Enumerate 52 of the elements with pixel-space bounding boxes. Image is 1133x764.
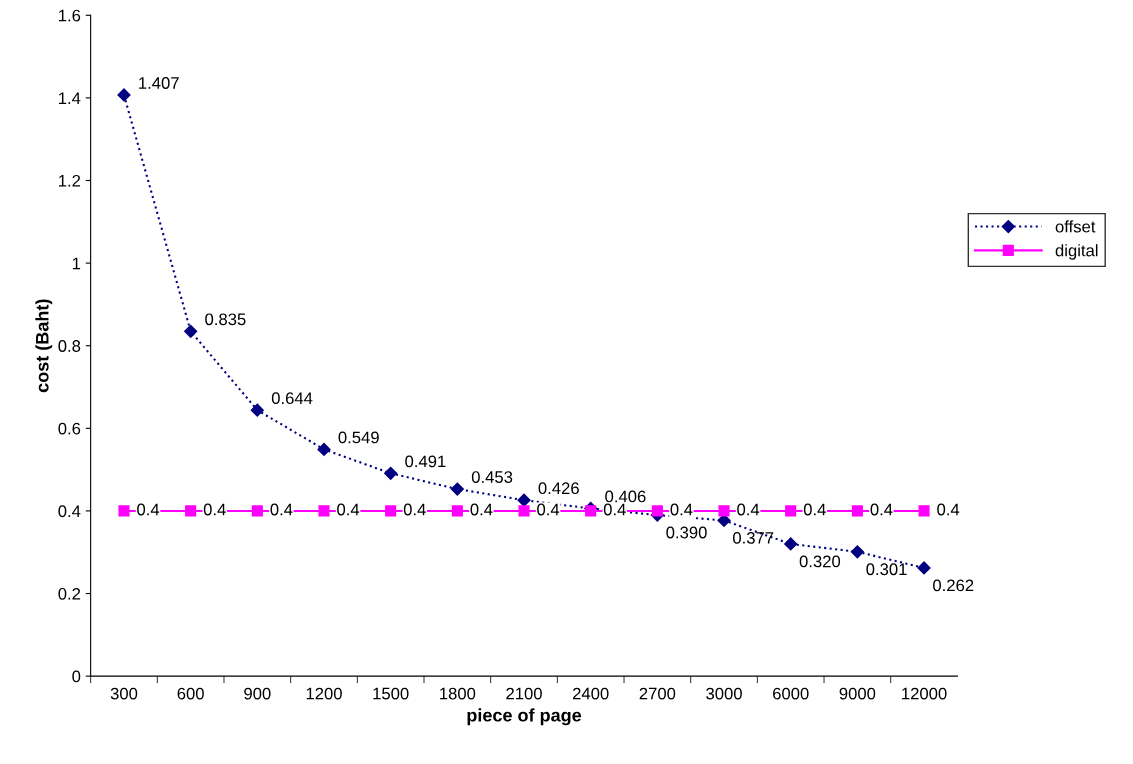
data-label: 0.835: [205, 313, 246, 326]
data-label: 0.4: [470, 503, 493, 516]
x-tick-label: 300: [110, 687, 138, 700]
data-label: 0.4: [537, 503, 560, 516]
data-label: 0.4: [403, 503, 426, 516]
data-label: 0.4: [737, 503, 760, 516]
x-tick-label: 2700: [639, 687, 676, 700]
x-tick-label: 12000: [902, 687, 947, 700]
x-tick-label: 900: [244, 687, 271, 700]
data-label: 0.390: [666, 526, 707, 539]
x-tick-label: 9000: [839, 687, 876, 700]
data-label: 0.4: [203, 503, 226, 516]
y-tick-label: 1: [72, 257, 81, 270]
x-tick-label: 1200: [306, 687, 342, 700]
data-label: 0.453: [471, 471, 513, 483]
data-label: 1.407: [139, 77, 179, 89]
data-label: 0.262: [933, 579, 974, 592]
x-tick-label: 3000: [706, 687, 742, 700]
data-label: 0.644: [271, 392, 313, 405]
y-tick-label: 0.2: [58, 587, 81, 600]
data-label: 0.4: [603, 503, 626, 516]
y-tick-label: 0.4: [58, 505, 81, 518]
y-tick-label: 0.8: [58, 340, 81, 352]
x-tick-label: 2100: [506, 687, 542, 700]
y-tick-label: 1.6: [59, 9, 81, 22]
x-tick-label: 600: [177, 687, 204, 700]
y-tick-label: 0: [72, 670, 81, 683]
legend-label: digital: [1055, 244, 1098, 260]
x-tick-label: 6000: [773, 687, 809, 700]
data-label: 0.4: [670, 503, 693, 516]
x-tick-label: 1800: [440, 687, 476, 700]
data-label: 0.4: [803, 503, 826, 516]
data-label: 0.4: [870, 503, 893, 516]
y-tick-label: 1.4: [59, 92, 81, 104]
data-label: 0.301: [866, 563, 907, 576]
data-label: 0.4: [137, 503, 160, 516]
data-label: 0.4: [937, 503, 960, 516]
x-axis-title: piece of page: [467, 708, 582, 726]
data-label: 0.491: [405, 455, 446, 468]
data-label: 0.320: [799, 555, 841, 568]
data-label: 0.549: [338, 431, 379, 444]
y-tick-label: 1.2: [59, 174, 81, 187]
legend-label: offset: [1055, 220, 1096, 233]
data-label: 0.4: [270, 503, 293, 516]
data-label: 0.4: [337, 503, 360, 516]
data-label: 0.406: [605, 490, 646, 503]
x-tick-label: 1500: [373, 687, 409, 700]
data-label: 0.377: [733, 531, 774, 544]
data-label: 0.426: [538, 482, 579, 495]
y-tick-label: 0.6: [58, 422, 81, 435]
y-axis-title: cost (Baht): [35, 299, 53, 393]
x-tick-label: 2400: [572, 687, 609, 700]
